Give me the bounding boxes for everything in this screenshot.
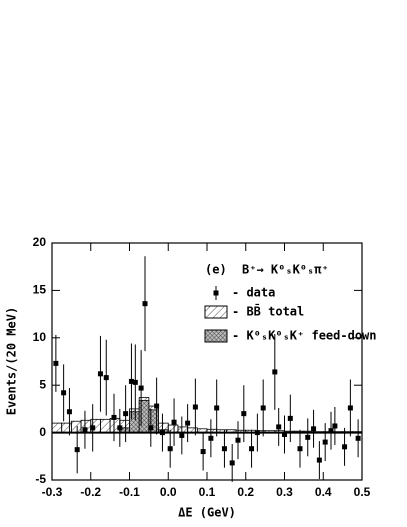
data-point	[123, 411, 129, 417]
data-point	[53, 360, 59, 366]
data-point	[103, 375, 109, 381]
data-point	[208, 435, 214, 441]
data-point	[167, 446, 173, 452]
data-point	[82, 427, 88, 433]
histogram-bar	[70, 420, 82, 433]
data-point	[332, 423, 338, 429]
data-point	[241, 411, 247, 417]
data-point	[66, 409, 72, 415]
data-point	[260, 405, 266, 411]
data-point	[342, 444, 348, 450]
panel-label: (e)	[205, 263, 227, 277]
data-point	[117, 425, 123, 431]
data-point	[328, 428, 334, 434]
data-point	[74, 447, 80, 453]
x-tick-label: 0.5	[354, 485, 371, 499]
x-tick-label: 0.3	[276, 485, 293, 499]
data-point	[276, 424, 282, 430]
data-point	[282, 431, 287, 437]
histogram-bar	[100, 418, 111, 434]
data-point	[249, 446, 255, 452]
data-point	[214, 405, 220, 411]
data-point	[355, 435, 361, 441]
data-point	[322, 439, 328, 445]
y-tick-label: -5	[35, 472, 46, 486]
x-axis-label: ΔE (GeV)	[178, 506, 236, 520]
x-tick-label: -0.1	[119, 485, 140, 499]
data-point	[316, 457, 322, 463]
data-point	[347, 405, 353, 411]
data-point	[287, 415, 293, 421]
plot-frame	[51, 242, 363, 481]
x-tick-label: -0.3	[42, 485, 63, 499]
data-point	[128, 378, 134, 384]
data-point	[297, 446, 303, 452]
data-point	[192, 404, 198, 410]
legend-label: - data	[232, 286, 275, 300]
data-point	[229, 460, 235, 466]
data-point	[61, 390, 67, 396]
y-tick-label: 15	[33, 283, 47, 297]
data-point	[132, 379, 138, 385]
data-point	[305, 434, 311, 440]
x-tick-label: 0.0	[160, 485, 177, 499]
data-point	[148, 425, 154, 431]
y-axis-label: Events/(20 MeV)	[5, 307, 19, 415]
data-point	[200, 449, 206, 455]
data-point	[311, 426, 317, 432]
y-tick-label: 20	[33, 235, 47, 249]
x-tick-label: 0.1	[199, 485, 216, 499]
data-point	[235, 437, 241, 443]
data-point	[272, 369, 278, 375]
data-point	[221, 446, 227, 452]
legend-swatch	[204, 329, 228, 343]
legend-swatch	[204, 305, 228, 319]
data-point	[254, 430, 260, 436]
x-tick-label: 0.4	[315, 485, 332, 499]
data-point	[111, 414, 117, 420]
legend-label: - BB̄ total	[232, 303, 304, 318]
legend-label: - K⁰ₛK⁰ₛK⁺ feed-down	[232, 329, 377, 343]
data-point	[90, 425, 96, 431]
y-tick-label: 10	[33, 330, 47, 344]
legend-data-marker	[213, 286, 219, 300]
chart-title: B⁺→ K⁰ₛK⁰ₛπ⁺	[242, 263, 329, 277]
data-point	[171, 419, 177, 425]
histogram-bar	[51, 422, 63, 433]
y-tick-label: 5	[39, 377, 46, 391]
data-point	[185, 420, 191, 426]
x-tick-label: 0.2	[237, 485, 254, 499]
data-point	[159, 430, 165, 436]
data-point	[97, 371, 103, 377]
data-point	[142, 301, 148, 307]
x-tick-label: -0.2	[80, 485, 101, 499]
data-point	[154, 403, 160, 409]
data-point	[179, 432, 185, 438]
y-tick-label: 0	[39, 425, 46, 439]
data-point	[138, 385, 144, 391]
